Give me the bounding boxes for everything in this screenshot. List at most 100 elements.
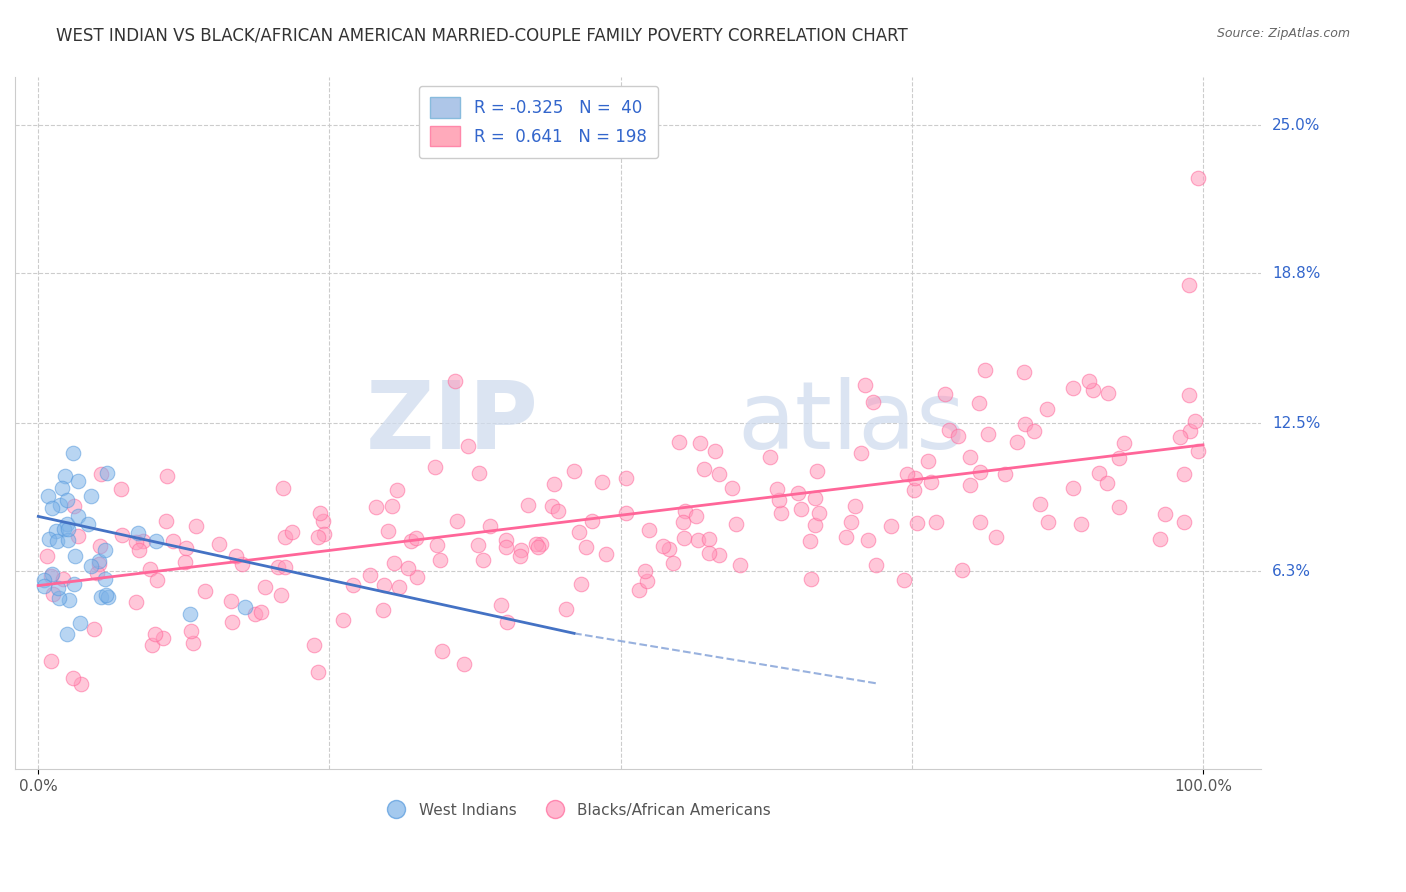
Point	[162, 533, 184, 548]
Point	[917, 454, 939, 468]
Point	[893, 573, 915, 587]
Point	[1154, 507, 1177, 521]
Point	[685, 508, 707, 523]
Point	[1070, 517, 1092, 532]
Point	[806, 464, 828, 478]
Point	[984, 531, 1007, 545]
Point	[45, 534, 67, 549]
Point	[1108, 450, 1130, 465]
Point	[254, 580, 277, 594]
Point	[97, 590, 120, 604]
Point	[141, 639, 163, 653]
Point	[86, 566, 108, 580]
Text: atlas: atlas	[738, 377, 966, 469]
Point	[399, 533, 422, 548]
Point	[46, 581, 69, 595]
Point	[69, 615, 91, 630]
Point	[145, 574, 167, 588]
Point	[934, 386, 956, 401]
Point	[41, 566, 63, 581]
Point	[219, 593, 242, 607]
Point	[673, 531, 696, 545]
Point	[720, 481, 742, 495]
Point	[48, 591, 70, 605]
Point	[79, 559, 101, 574]
Point	[63, 577, 86, 591]
Point	[271, 482, 294, 496]
Point	[865, 558, 887, 572]
Point	[56, 493, 79, 508]
Point	[110, 483, 132, 497]
Point	[1187, 170, 1209, 185]
Point	[1108, 500, 1130, 515]
Point	[302, 638, 325, 652]
Point	[387, 483, 409, 497]
Point	[457, 439, 479, 453]
Point	[67, 474, 90, 488]
Point	[765, 482, 787, 496]
Point	[495, 533, 517, 548]
Point	[880, 518, 903, 533]
Point	[1029, 497, 1052, 511]
Point	[58, 593, 80, 607]
Point	[76, 516, 98, 531]
Point	[145, 534, 167, 549]
Point	[855, 378, 877, 392]
Point	[39, 568, 62, 582]
Point	[53, 468, 76, 483]
Point	[787, 485, 810, 500]
Point	[472, 553, 495, 567]
Point	[634, 564, 657, 578]
Point	[274, 529, 297, 543]
Point	[668, 434, 690, 449]
Point	[844, 499, 866, 513]
Point	[703, 444, 725, 458]
Point	[381, 500, 404, 514]
Point	[1083, 383, 1105, 397]
Point	[1173, 515, 1195, 529]
Point	[377, 524, 399, 538]
Point	[193, 584, 215, 599]
Point	[516, 498, 538, 512]
Text: 25.0%: 25.0%	[1272, 118, 1320, 133]
Point	[312, 514, 335, 528]
Point	[807, 506, 830, 520]
Point	[67, 508, 90, 523]
Point	[62, 671, 84, 685]
Point	[651, 539, 673, 553]
Point	[1173, 467, 1195, 482]
Point	[87, 554, 110, 568]
Point	[1095, 476, 1118, 491]
Point	[51, 481, 73, 495]
Point	[37, 549, 59, 563]
Point	[849, 446, 872, 460]
Point	[49, 498, 72, 512]
Point	[184, 519, 207, 533]
Point	[90, 590, 112, 604]
Point	[1005, 435, 1028, 450]
Point	[925, 515, 948, 529]
Point	[426, 538, 449, 552]
Point	[156, 469, 179, 483]
Point	[468, 466, 491, 480]
Point	[181, 636, 204, 650]
Point	[1149, 532, 1171, 546]
Point	[430, 644, 453, 658]
Point	[658, 542, 681, 557]
Point	[903, 483, 925, 498]
Point	[314, 526, 336, 541]
Point	[759, 450, 782, 464]
Point	[80, 490, 103, 504]
Point	[127, 525, 149, 540]
Point	[768, 492, 790, 507]
Point	[994, 467, 1017, 481]
Point	[56, 516, 79, 531]
Point	[111, 528, 134, 542]
Point	[1178, 278, 1201, 293]
Point	[382, 556, 405, 570]
Point	[709, 548, 731, 562]
Point	[959, 450, 981, 465]
Point	[45, 524, 67, 539]
Point	[180, 624, 202, 638]
Point	[139, 562, 162, 576]
